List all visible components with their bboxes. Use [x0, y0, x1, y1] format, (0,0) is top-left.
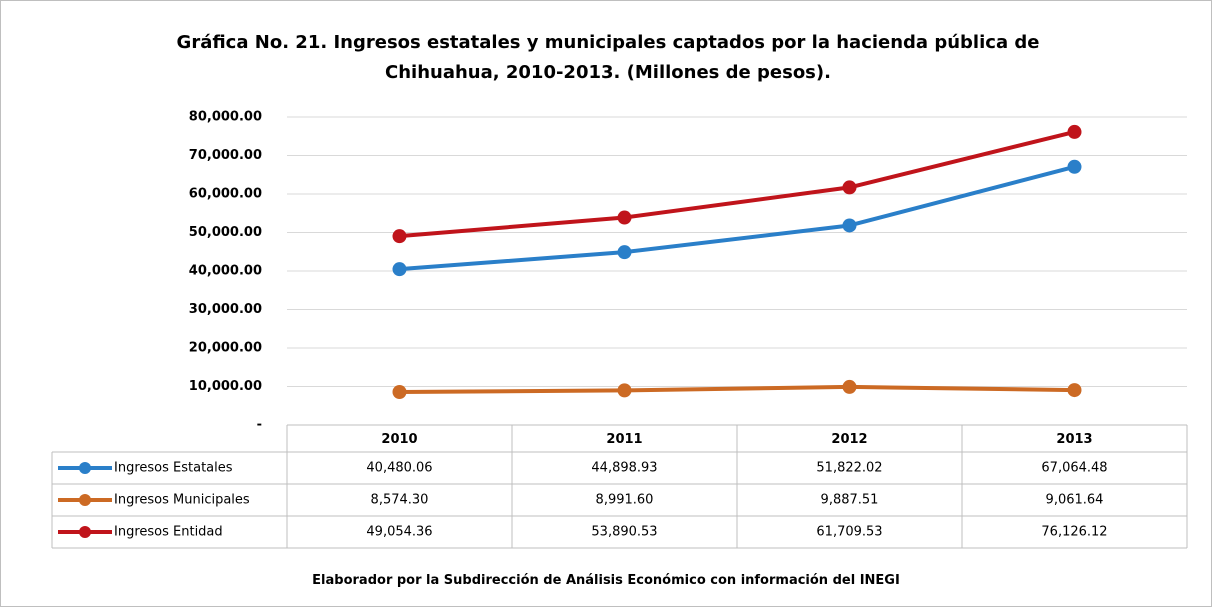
series-line	[399, 384, 1075, 394]
table-value: 8,574.30	[371, 493, 429, 508]
legend-label: Ingresos Municipales	[114, 493, 250, 508]
x-tick-label: 2012	[831, 432, 867, 447]
legend-marker	[79, 526, 91, 538]
y-tick-label: 50,000.00	[189, 225, 262, 240]
legend-label: Ingresos Estatales	[114, 461, 233, 476]
table-value: 9,887.51	[821, 493, 879, 508]
y-tick-label: 40,000.00	[189, 264, 262, 279]
x-tick-label: 2013	[1056, 432, 1092, 447]
table-value: 9,061.64	[1046, 493, 1104, 508]
table-value: 49,054.36	[366, 525, 432, 540]
table-value: 76,126.12	[1041, 525, 1107, 540]
point-marker	[392, 229, 407, 244]
y-tick-label: 80,000.00	[189, 110, 262, 125]
point-marker	[617, 210, 632, 225]
point-marker	[1067, 124, 1082, 139]
table-value: 61,709.53	[816, 525, 882, 540]
chart-title: Gráfica No. 21. Ingresos estatales y mun…	[176, 32, 1040, 83]
y-tick-label: 60,000.00	[189, 187, 262, 202]
x-tick-label: 2011	[606, 432, 642, 447]
y-tick-label: 10,000.00	[189, 379, 262, 394]
point-marker	[842, 379, 857, 394]
point-marker	[842, 180, 857, 195]
x-tick-label: 2010	[381, 432, 417, 447]
table-value: 53,890.53	[591, 525, 657, 540]
table-value: 51,822.02	[816, 461, 882, 476]
y-tick-label: 30,000.00	[189, 302, 262, 317]
table-value: 44,898.93	[591, 461, 657, 476]
table-value: 40,480.06	[366, 461, 432, 476]
legend-marker	[79, 494, 91, 506]
y-tick-label: 20,000.00	[189, 341, 262, 356]
y-tick-label: 70,000.00	[189, 148, 262, 163]
point-marker	[1067, 383, 1082, 398]
series-line	[399, 129, 1075, 239]
table-value: 8,991.60	[596, 493, 654, 508]
point-marker	[392, 384, 407, 399]
point-marker	[392, 262, 407, 277]
point-marker	[617, 245, 632, 260]
series-line	[399, 164, 1076, 272]
point-marker	[842, 218, 857, 233]
legend-label: Ingresos Entidad	[114, 525, 223, 540]
legend-marker	[79, 462, 91, 474]
source-note: Elaborador por la Subdirección de Anális…	[312, 573, 900, 588]
point-marker	[617, 383, 632, 398]
y-tick-label: -	[257, 418, 262, 433]
point-marker	[1067, 159, 1082, 174]
table-value: 67,064.48	[1041, 461, 1107, 476]
